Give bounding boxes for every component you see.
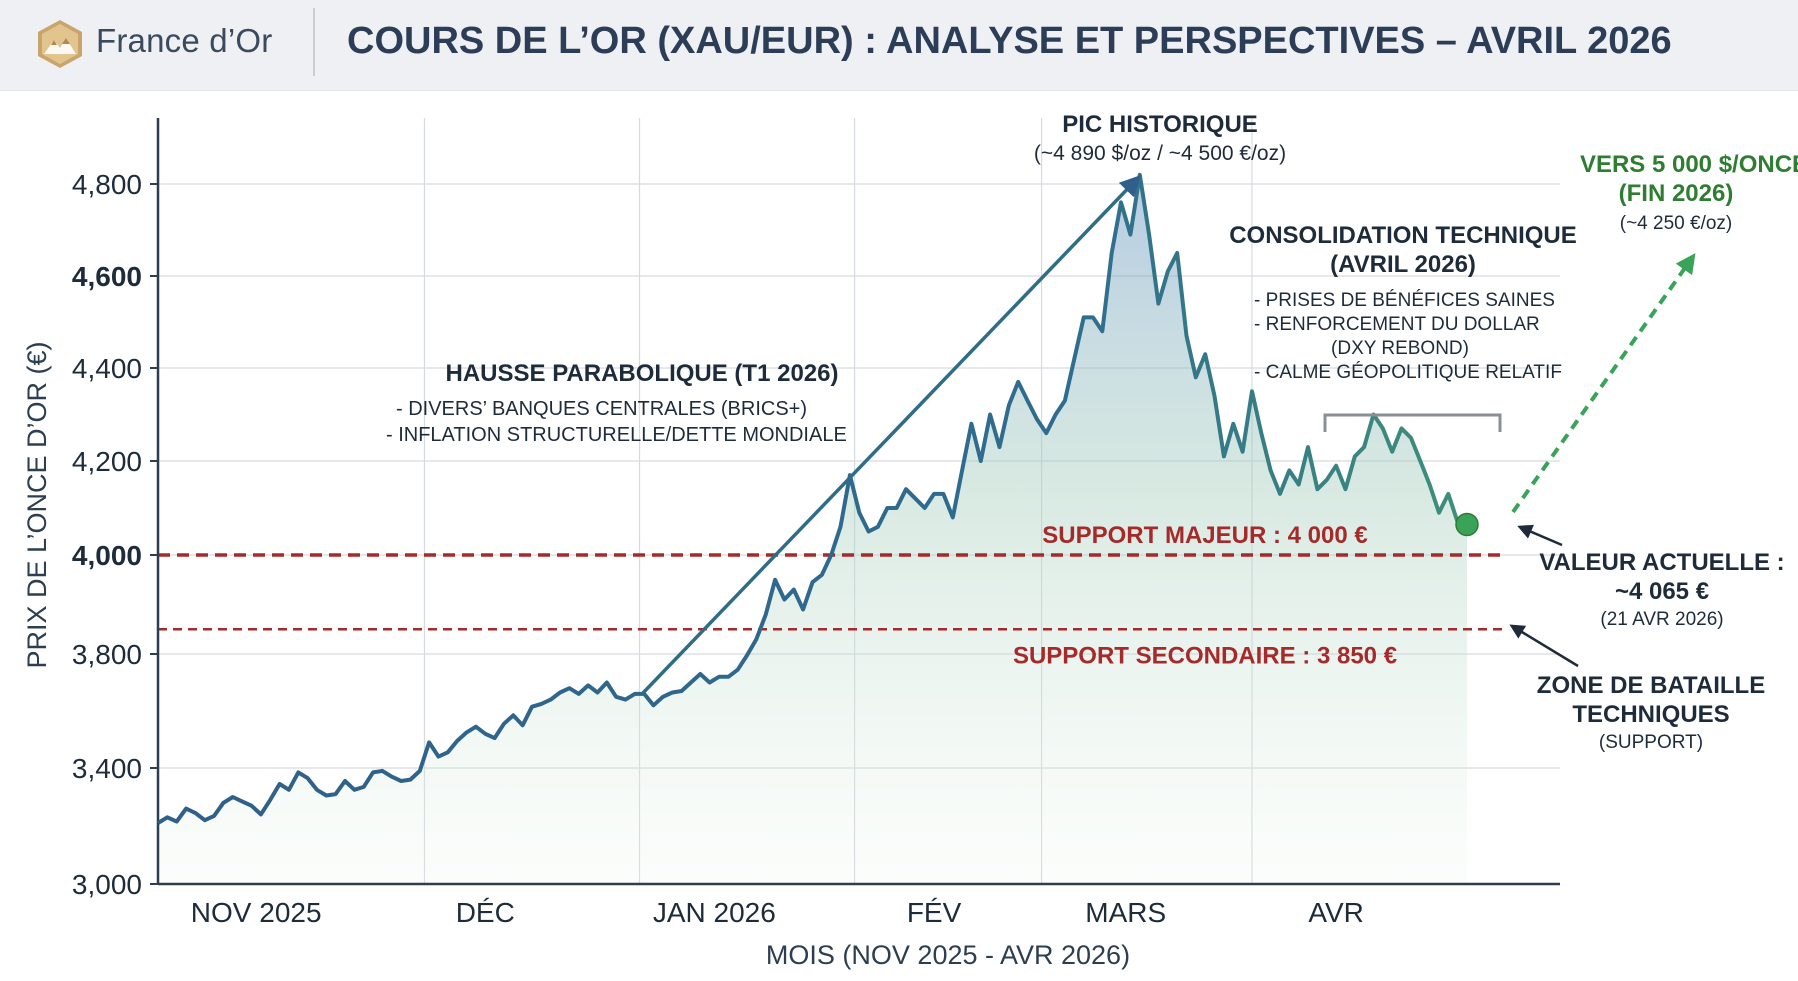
y-tick-label: 3,800: [72, 639, 142, 670]
consolidation-title: CONSOLIDATION TECHNIQUE: [1229, 222, 1577, 249]
battle-zone-subtitle: TECHNIQUES: [1572, 701, 1729, 728]
consolidation-bracket: [1323, 413, 1502, 432]
price-area-fill: [158, 174, 1467, 885]
support-secondary-label: SUPPORT SECONDAIRE : 3 850 €: [1013, 642, 1397, 669]
x-tick-label: FÉV: [907, 897, 962, 928]
consolidation-subtitle: (AVRIL 2026): [1330, 251, 1476, 278]
y-axis-label: PRIX DE L’ONCE D’OR (€): [22, 341, 52, 668]
price-line: [156, 172, 1468, 825]
brand-name: France d’Or: [96, 22, 273, 59]
mountain-logo-icon: [38, 20, 82, 68]
x-axis-label: MOIS (NOV 2025 - AVR 2026): [766, 940, 1130, 970]
rally-point-2: - INFLATION STRUCTURELLE/DETTE MONDIALE: [386, 424, 847, 446]
current-value-marker: [1455, 512, 1479, 537]
forecast-title: VERS 5 000 $/ONCE: [1580, 151, 1798, 178]
current-value-amount: ~4 065 €: [1615, 578, 1709, 605]
support-major-label: SUPPORT MAJEUR : 4 000 €: [1042, 522, 1367, 549]
battle-zone-note: (SUPPORT): [1599, 732, 1703, 753]
y-tick-label: 4,000: [72, 540, 142, 571]
peak-title: PIC HISTORIQUE: [1062, 111, 1258, 138]
forecast-subtitle: (FIN 2026): [1619, 180, 1734, 207]
consolidation-point-1: - PRISES DE BÉNÉFICES SAINES: [1254, 290, 1555, 311]
battle-zone-title: ZONE DE BATAILLE: [1537, 672, 1765, 699]
chart-area: SUPPORT MAJEUR : 4 000 € SUPPORT SECONDAI…: [0, 90, 1798, 976]
current-value-date: (21 AVR 2026): [1600, 609, 1723, 630]
header-divider: [313, 8, 315, 76]
y-tick-label: 3,000: [72, 869, 142, 900]
x-tick-label: DÉC: [456, 897, 515, 928]
y-tick-label: 4,600: [72, 261, 142, 292]
page-title: COURS DE L’OR (XAU/EUR) : ANALYSE ET PER…: [347, 20, 1672, 62]
forecast-arrow: [1511, 253, 1696, 514]
x-tick-label: NOV 2025: [191, 897, 322, 928]
consolidation-point-4: - CALME GÉOPOLITIQUE RELATIF: [1254, 362, 1562, 383]
x-tick-label: JAN 2026: [653, 897, 776, 928]
y-tick-label: 4,800: [72, 169, 142, 200]
rally-point-1: - DIVERS’ BANQUES CENTRALES (BRICS+): [396, 398, 807, 420]
x-tick-label: AVR: [1308, 897, 1364, 928]
header-bar: France d’Or COURS DE L’OR (XAU/EUR) : AN…: [0, 0, 1798, 91]
y-tick-label: 4,200: [72, 446, 142, 477]
rally-title: HAUSSE PARABOLIQUE (T1 2026): [446, 360, 839, 387]
consolidation-point-2: - RENFORCEMENT DU DOLLAR: [1254, 314, 1540, 335]
rally-arrow: [640, 174, 1141, 696]
peak-subtitle: (~4 890 $/oz / ~4 500 €/oz): [1034, 142, 1286, 165]
y-tick-label: 4,400: [72, 353, 142, 384]
forecast-note: (~4 250 €/oz): [1620, 213, 1733, 234]
consolidation-point-3: (DXY REBOND): [1331, 338, 1469, 359]
current-value-pointer: [1517, 524, 1563, 547]
x-tick-label: MARS: [1085, 897, 1166, 928]
battle-zone-pointer: [1509, 624, 1579, 668]
gold-price-chart: SUPPORT MAJEUR : 4 000 € SUPPORT SECONDAI…: [22, 111, 1798, 970]
current-value-title: VALEUR ACTUELLE :: [1539, 549, 1784, 576]
y-tick-label: 3,400: [72, 753, 142, 784]
